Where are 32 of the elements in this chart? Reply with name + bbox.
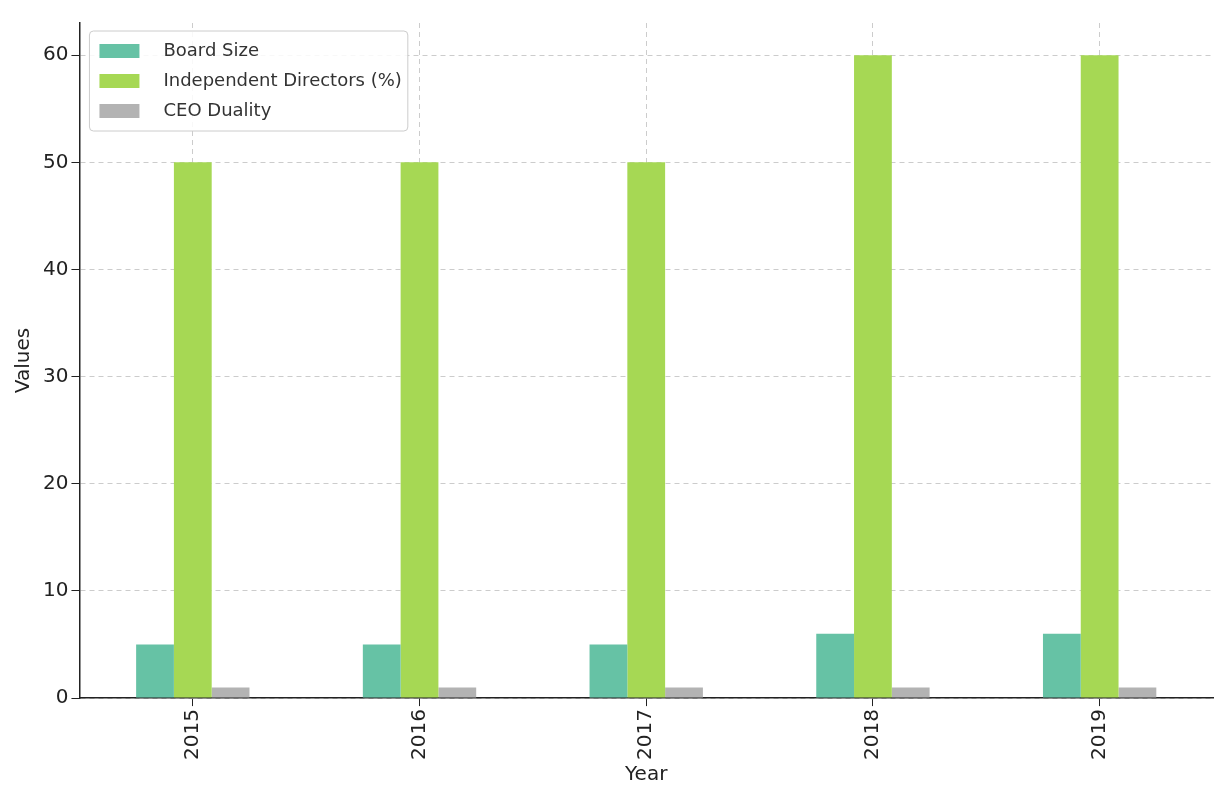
y-tick-label: 10 xyxy=(43,577,69,602)
y-tick-label: 60 xyxy=(43,41,69,66)
x-tick-label: 2019 xyxy=(1085,709,1110,761)
bar xyxy=(438,687,477,698)
bar xyxy=(816,633,855,698)
bar xyxy=(665,687,703,698)
x-tick-label: 2015 xyxy=(179,709,204,761)
x-tick-label: 2018 xyxy=(859,709,884,761)
legend-label: CEO Duality xyxy=(163,98,272,120)
x-tick-label: 2016 xyxy=(405,709,430,761)
y-tick-label: 20 xyxy=(43,469,69,494)
y-tick-label: 0 xyxy=(55,684,69,709)
bar xyxy=(589,644,628,698)
bar xyxy=(1080,55,1119,698)
bar xyxy=(362,644,401,698)
bar xyxy=(1118,687,1157,698)
legend-label: Independent Directors (%) xyxy=(163,68,402,90)
legend-label: Board Size xyxy=(163,38,260,60)
bar xyxy=(1042,633,1081,698)
bar xyxy=(891,687,930,698)
bar xyxy=(854,55,892,698)
bar xyxy=(400,162,439,698)
x-axis-title: Year xyxy=(624,761,669,786)
x-tick-label: 2017 xyxy=(632,709,657,761)
y-tick-label: 30 xyxy=(43,362,69,387)
bar xyxy=(211,687,250,698)
bar xyxy=(136,644,174,698)
bar xyxy=(627,162,666,698)
bar xyxy=(173,162,212,698)
y-tick-label: 40 xyxy=(43,255,69,280)
y-tick-label: 50 xyxy=(43,148,69,173)
y-axis-title: Values xyxy=(10,327,35,394)
